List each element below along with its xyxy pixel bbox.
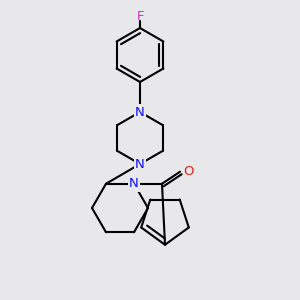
Text: O: O	[183, 165, 193, 178]
Text: F: F	[136, 11, 144, 23]
Text: N: N	[135, 106, 145, 118]
Text: N: N	[129, 177, 139, 190]
Text: N: N	[135, 158, 145, 170]
